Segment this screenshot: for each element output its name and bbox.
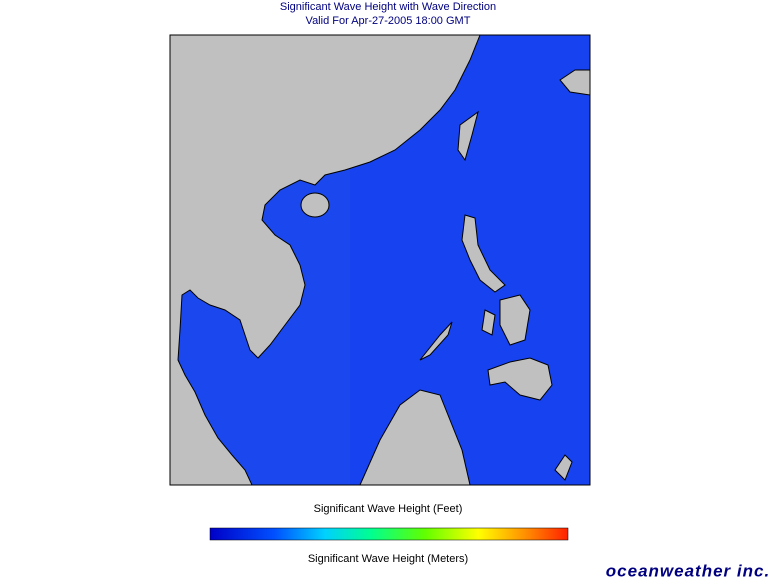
title: Significant Wave Height with Wave Direct… [280, 1, 496, 13]
land [170, 35, 590, 485]
map-frame [169, 34, 591, 486]
colorbar [209, 527, 569, 541]
meters-title: Significant Wave Height (Meters) [308, 553, 468, 565]
subtitle: Valid For Apr-27-2005 18:00 GMT [306, 15, 471, 27]
map [170, 35, 590, 485]
logo: oceanweather inc. [606, 561, 770, 580]
feet-title: Significant Wave Height (Feet) [314, 503, 463, 515]
